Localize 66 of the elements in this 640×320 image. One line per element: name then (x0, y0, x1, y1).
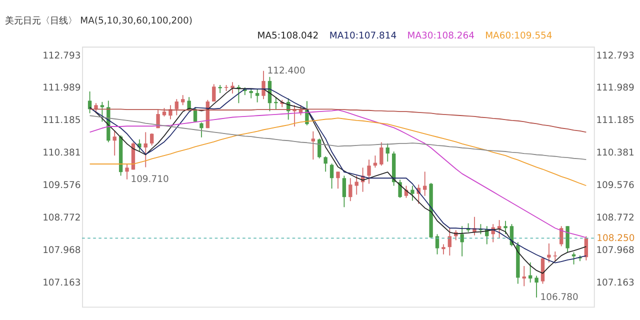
candlestick (572, 252, 576, 265)
candlestick (553, 251, 557, 262)
candlestick (398, 179, 402, 198)
candlestick (410, 185, 414, 202)
y-tick-label: 107.163 (42, 277, 81, 288)
candlestick (566, 226, 570, 253)
text: MA60:109.554 (485, 30, 552, 42)
candlestick (249, 88, 253, 99)
candlestick (522, 266, 526, 287)
text: MA30:108.264 (407, 30, 475, 42)
candlestick (262, 70, 266, 100)
candlestick (423, 171, 427, 196)
y2-tick-label: 107.968 (596, 244, 634, 256)
y2-tick-label: 109.576 (596, 180, 634, 191)
y2-tick-label: 110.381 (596, 148, 634, 159)
line-series (89, 115, 587, 160)
candlestick (547, 242, 551, 263)
annotation: 109.710 (130, 174, 169, 186)
candlestick (125, 163, 129, 180)
y2-tick-label: 111.989 (596, 82, 634, 94)
y-tick-label: 109.576 (42, 180, 81, 191)
candlestick (386, 142, 390, 162)
candlestick (224, 84, 228, 92)
candlestick (336, 171, 340, 190)
y2-tick-label: 111.185 (596, 115, 634, 126)
chart-title: 美元日元〈日线〉 MA(5,10,30,60,100,200) (5, 16, 193, 27)
candlestick (255, 88, 260, 103)
candlestick (181, 94, 185, 106)
candlestick (174, 98, 178, 116)
candlestick (330, 163, 334, 190)
y-tick-label: 110.381 (42, 148, 81, 159)
candlestick (442, 244, 446, 255)
candlestick (112, 130, 116, 156)
candlestick (311, 130, 316, 160)
candlestick (380, 142, 384, 166)
candlestick (540, 257, 545, 284)
candlestick (144, 132, 148, 168)
annotation: 112.400 (267, 66, 306, 77)
candlestick (150, 132, 154, 146)
y-tick-label: 111.989 (42, 82, 81, 94)
candlestick (100, 101, 104, 122)
y2-tick-label: 107.163 (596, 277, 634, 288)
y-tick-label: 112.793 (42, 50, 81, 62)
candlestick (342, 175, 346, 208)
y2-tick-label: 108.772 (596, 212, 634, 224)
candlestick (504, 220, 508, 235)
y2-tick-label: 112.793 (596, 50, 634, 62)
candlestick (460, 226, 464, 257)
candlestick (448, 228, 452, 256)
ref-line-label: 108.250 (596, 232, 635, 244)
y-tick-label: 108.772 (42, 212, 81, 224)
y-tick-label: 111.185 (42, 115, 81, 126)
candlestick (435, 234, 440, 255)
y-tick-label: 107.968 (42, 244, 81, 256)
candlestick (348, 178, 352, 202)
candlestick (367, 159, 371, 184)
candlestick (168, 104, 172, 120)
candlestick (354, 175, 358, 196)
candlestick (187, 96, 191, 112)
text: MA5:108.042 (257, 30, 319, 42)
text: MA10:107.814 (329, 30, 397, 42)
candlestick (200, 122, 204, 138)
annotation: 106.780 (540, 292, 578, 304)
candlestick (324, 156, 328, 172)
candlestick (212, 84, 216, 102)
candlestick (534, 275, 538, 298)
